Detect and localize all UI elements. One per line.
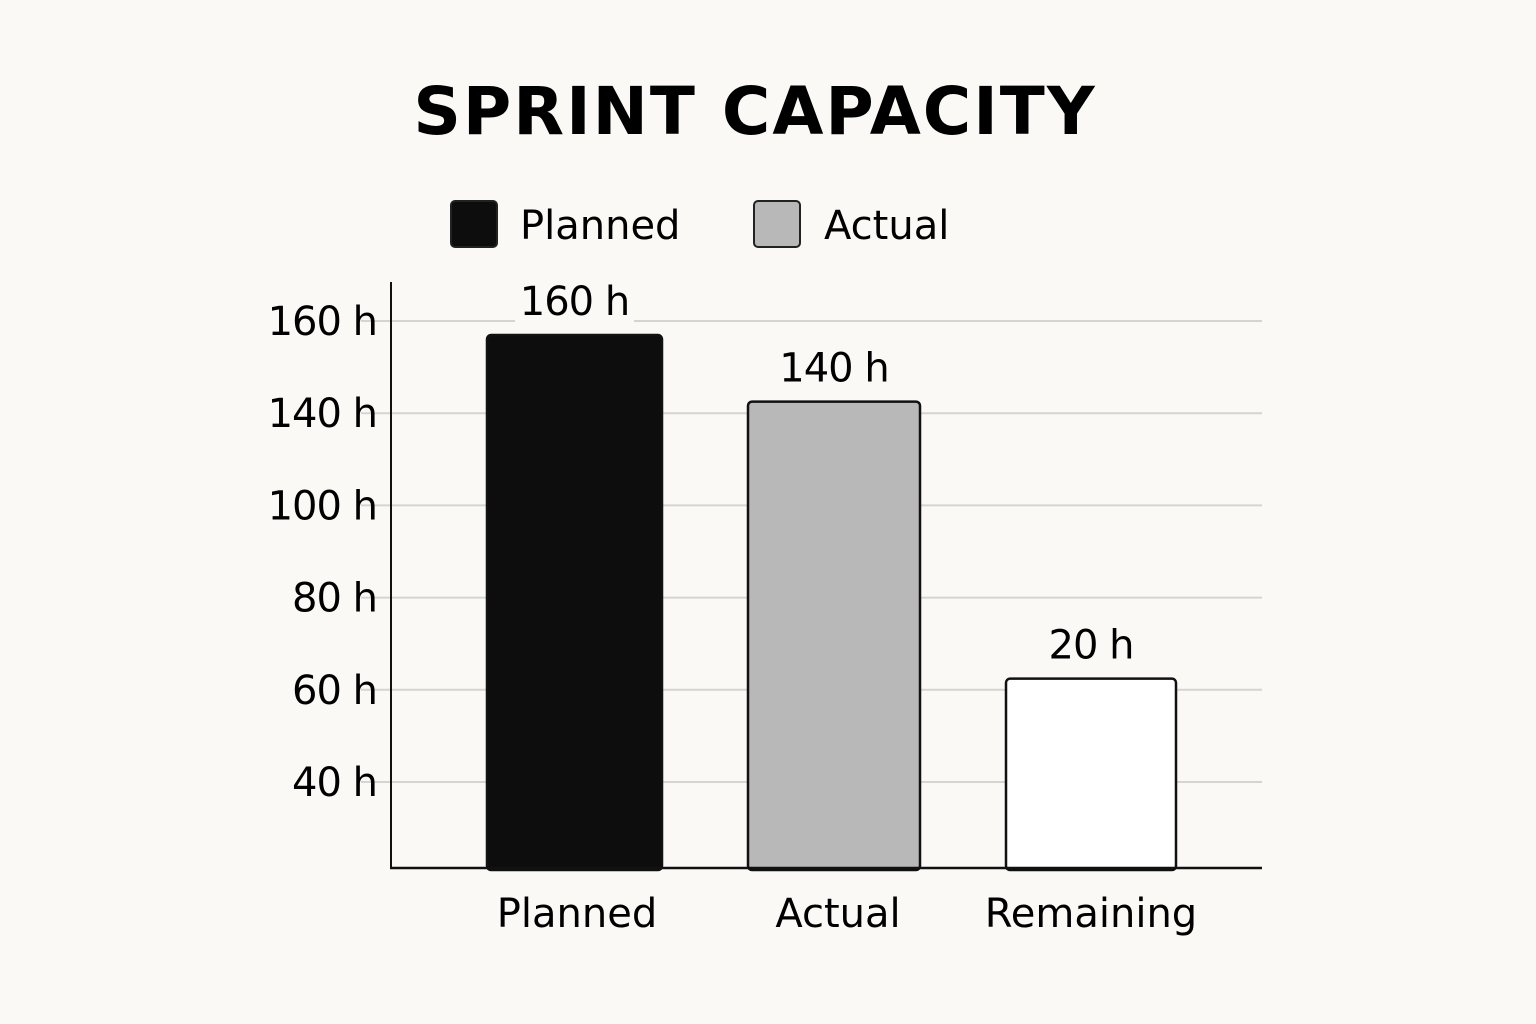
value-label-actual: 140 h [779,346,888,392]
legend-label-actual: Actual [824,203,949,249]
bar-actual [746,400,922,872]
value-label-remaining: 20 h [1049,623,1134,669]
y-tick-label-160: 160 h [268,299,377,345]
x-category-label-remaining: Remaining [985,891,1197,937]
x-category-label-planned: Planned [497,891,657,937]
value-label-bg-actual [774,341,894,394]
value-label-bg-remaining [1041,618,1141,671]
y-tick-label-80: 80 h [292,576,377,622]
y-axis-ticks: 160 h 140 h 100 h 80 h 60 h 40 h [268,299,378,806]
legend-swatch-actual [753,200,801,248]
x-axis-categories: Planned Actual Remaining [497,891,1197,937]
legend: Planned Actual [450,200,949,249]
chart-title: SPRINT CAPACITY [413,73,1096,150]
value-label-bg-planned [515,275,634,328]
x-category-label-actual: Actual [775,891,900,937]
y-tick-label-60: 60 h [292,668,377,714]
value-labels: 160 h 140 h 20 h [515,275,1141,671]
legend-label-planned: Planned [520,203,680,249]
value-label-planned: 160 h [520,279,629,325]
bars [485,333,1178,872]
y-tick-label-40: 40 h [292,760,377,806]
legend-swatch-planned [450,200,498,248]
bar-remaining [1004,677,1178,872]
y-tick-label-140: 140 h [268,391,377,437]
bar-planned [485,333,664,872]
y-tick-label-100: 100 h [268,483,377,529]
